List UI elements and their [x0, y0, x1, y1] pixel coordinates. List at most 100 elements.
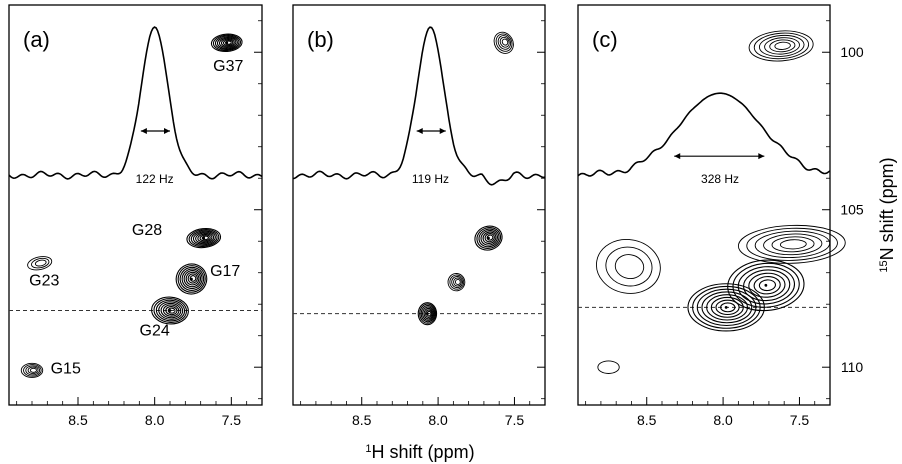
contour-level: [710, 296, 744, 318]
x-axis-label-text: H shift (ppm): [372, 442, 475, 462]
contour-level: [692, 285, 761, 329]
slice-trace: [577, 92, 831, 177]
contour-level: [25, 365, 41, 376]
contour-level: [715, 299, 740, 316]
x-tick-label: 8.0: [145, 412, 165, 428]
contour-level: [186, 227, 222, 249]
contour-core: [190, 277, 193, 281]
contour-level: [31, 257, 50, 269]
contour-level: [451, 276, 463, 289]
contour-core: [202, 236, 206, 240]
contour-level: [753, 276, 781, 295]
contour-level: [420, 304, 436, 323]
contour-level: [763, 233, 823, 256]
contour-level: [214, 35, 240, 50]
y-axis-label-text: N shift (ppm): [877, 157, 897, 260]
contour-level: [737, 224, 846, 264]
peak-contour: [737, 224, 846, 264]
x-tick-label: 8.0: [713, 412, 733, 428]
contour-level: [447, 273, 466, 292]
contour-level: [167, 307, 176, 314]
arrow-head-right: [758, 153, 765, 160]
arrow-head-right: [439, 127, 446, 134]
y-tick-label: 100: [840, 44, 864, 60]
contour-level: [748, 272, 786, 298]
contour-level: [754, 230, 831, 259]
contour-level: [720, 302, 736, 313]
peak-contour: [748, 30, 814, 62]
contour-level: [181, 268, 203, 290]
peak-contour: [175, 263, 208, 295]
contour-level: [216, 36, 238, 49]
contour-level: [192, 231, 216, 245]
contour-level: [23, 364, 42, 377]
peak-contour: [417, 302, 438, 326]
panel-frame: [8, 4, 263, 406]
y-tick-label: 105: [840, 202, 864, 218]
x-axis-label: 1H shift (ppm): [365, 442, 474, 462]
contour-level: [743, 269, 791, 302]
peak-label: G15: [51, 361, 81, 378]
contour-level: [476, 227, 502, 249]
contour-level: [175, 263, 208, 295]
contour-level: [493, 31, 514, 54]
panel-3: (c) 8.5 8.0 7.5 328 Hz: [577, 4, 846, 428]
contour-level: [183, 270, 202, 288]
peak-contour: [186, 227, 222, 249]
contour-level: [499, 36, 510, 48]
contour-level: [160, 302, 182, 319]
contour-level: [454, 279, 461, 285]
contour-level: [29, 367, 37, 373]
contour-level: [197, 233, 213, 243]
contour-level: [706, 294, 749, 321]
panel-frame: [292, 4, 546, 406]
peak-contour: [493, 31, 514, 54]
contour-level: [771, 236, 815, 253]
peak-label: G28: [132, 222, 162, 239]
contour-level: [425, 309, 433, 318]
contour-core: [724, 305, 728, 309]
peak-contour: [210, 33, 243, 53]
peak-contour: [27, 256, 53, 271]
peak-label: G37: [213, 58, 243, 75]
contour-level: [687, 283, 765, 332]
contour-level: [597, 360, 620, 374]
contour-level: [201, 235, 210, 241]
contour-level: [453, 277, 462, 287]
panel-label: (a): [23, 27, 50, 52]
right-y-axis: 100 105 110: [840, 44, 864, 375]
contour-level: [746, 227, 838, 261]
peak-contour: [474, 225, 503, 251]
contour-level: [185, 271, 200, 286]
linewidth-label: 122 Hz: [136, 172, 174, 186]
peak-contour: [597, 360, 620, 374]
peak-contour: [447, 273, 466, 292]
contour-level: [774, 41, 791, 50]
contour-level: [482, 231, 497, 244]
contour-level: [417, 302, 438, 326]
x-tick-label: 7.5: [790, 412, 810, 428]
slice-trace: [292, 26, 546, 186]
peak-contour: [151, 296, 189, 325]
contour-level: [153, 298, 188, 323]
contour-level: [188, 229, 220, 248]
contour-level: [20, 362, 44, 378]
contour-level: [764, 37, 800, 55]
peak-label: G24: [140, 323, 170, 340]
contour-level: [218, 37, 237, 48]
contour-level: [614, 254, 645, 280]
contour-level: [758, 279, 777, 292]
contour-level: [696, 288, 757, 327]
contour-level: [27, 366, 39, 375]
contour-level: [210, 33, 243, 53]
contour-level: [222, 39, 234, 46]
contour-level: [753, 32, 810, 60]
contour-level: [748, 30, 814, 62]
contour-core: [487, 236, 490, 240]
contour-level: [480, 230, 499, 246]
x-tick-label: 8.5: [68, 412, 88, 428]
contour-level: [220, 38, 235, 47]
x-tick-label: 8.5: [352, 412, 372, 428]
arrow-head-left: [416, 127, 423, 134]
